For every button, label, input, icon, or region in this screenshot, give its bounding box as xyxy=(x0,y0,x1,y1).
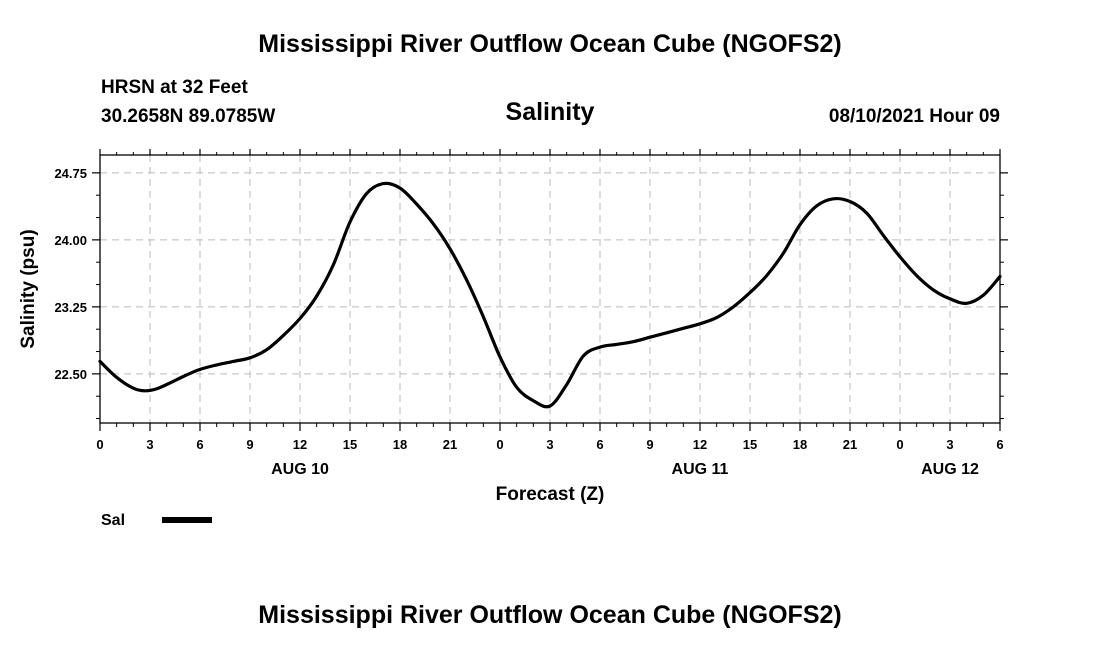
x-day-label: AUG 10 xyxy=(271,461,329,478)
legend: Sal xyxy=(101,512,212,529)
station-name: HRSN at 32 Feet xyxy=(101,77,248,98)
x-tick-label: 12 xyxy=(293,437,307,452)
x-tick-label: 6 xyxy=(196,437,203,452)
axis-ticks xyxy=(92,149,1008,431)
x-tick-label: 0 xyxy=(96,437,103,452)
x-tick-label: 0 xyxy=(496,437,503,452)
series-line-sal xyxy=(98,181,1002,409)
y-tick-label: 22.50 xyxy=(54,367,87,382)
station-coordinates: 30.2658N 89.0785W xyxy=(101,106,276,127)
x-tick-label: 18 xyxy=(793,437,807,452)
x-tick-label: 12 xyxy=(693,437,707,452)
y-tick-label: 24.75 xyxy=(54,166,87,181)
x-tick-label: 3 xyxy=(546,437,553,452)
x-tick-label: 6 xyxy=(996,437,1003,452)
axis-labels: 0 3 6 9 12 15 18 21 0 3 6 9 12 15 18 21 0 3 6 AUG 10 AUG 11 A… xyxy=(54,166,1003,478)
x-tick-label: 3 xyxy=(146,437,153,452)
x-tick-label: 15 xyxy=(343,437,357,452)
y-tick-label: 24.00 xyxy=(54,233,87,248)
x-tick-label: 21 xyxy=(843,437,857,452)
x-day-label: AUG 12 xyxy=(921,461,979,478)
x-tick-label: 9 xyxy=(646,437,653,452)
x-tick-label: 3 xyxy=(946,437,953,452)
y-axis-title: Salinity (psu) xyxy=(18,229,39,348)
x-day-label: AUG 11 xyxy=(672,461,729,478)
plot-frame xyxy=(99,154,1001,424)
footer-title: Mississippi River Outflow Ocean Cube (NG… xyxy=(258,601,842,629)
y-tick-label: 23.25 xyxy=(54,300,87,315)
x-tick-label: 0 xyxy=(896,437,903,452)
x-tick-label: 6 xyxy=(596,437,603,452)
x-axis-title: Forecast (Z) xyxy=(496,484,605,505)
legend-label-sal: Sal xyxy=(101,512,125,529)
chart-variable-title: Salinity xyxy=(505,98,595,126)
grid-lines xyxy=(100,155,1000,423)
forecast-datetime: 08/10/2021 Hour 09 xyxy=(828,106,1000,127)
x-tick-label: 9 xyxy=(246,437,253,452)
chart-main-title: Mississippi River Outflow Ocean Cube (NG… xyxy=(258,30,842,58)
x-tick-label: 15 xyxy=(743,437,757,452)
x-tick-label: 21 xyxy=(443,437,457,452)
x-tick-label: 18 xyxy=(393,437,407,452)
